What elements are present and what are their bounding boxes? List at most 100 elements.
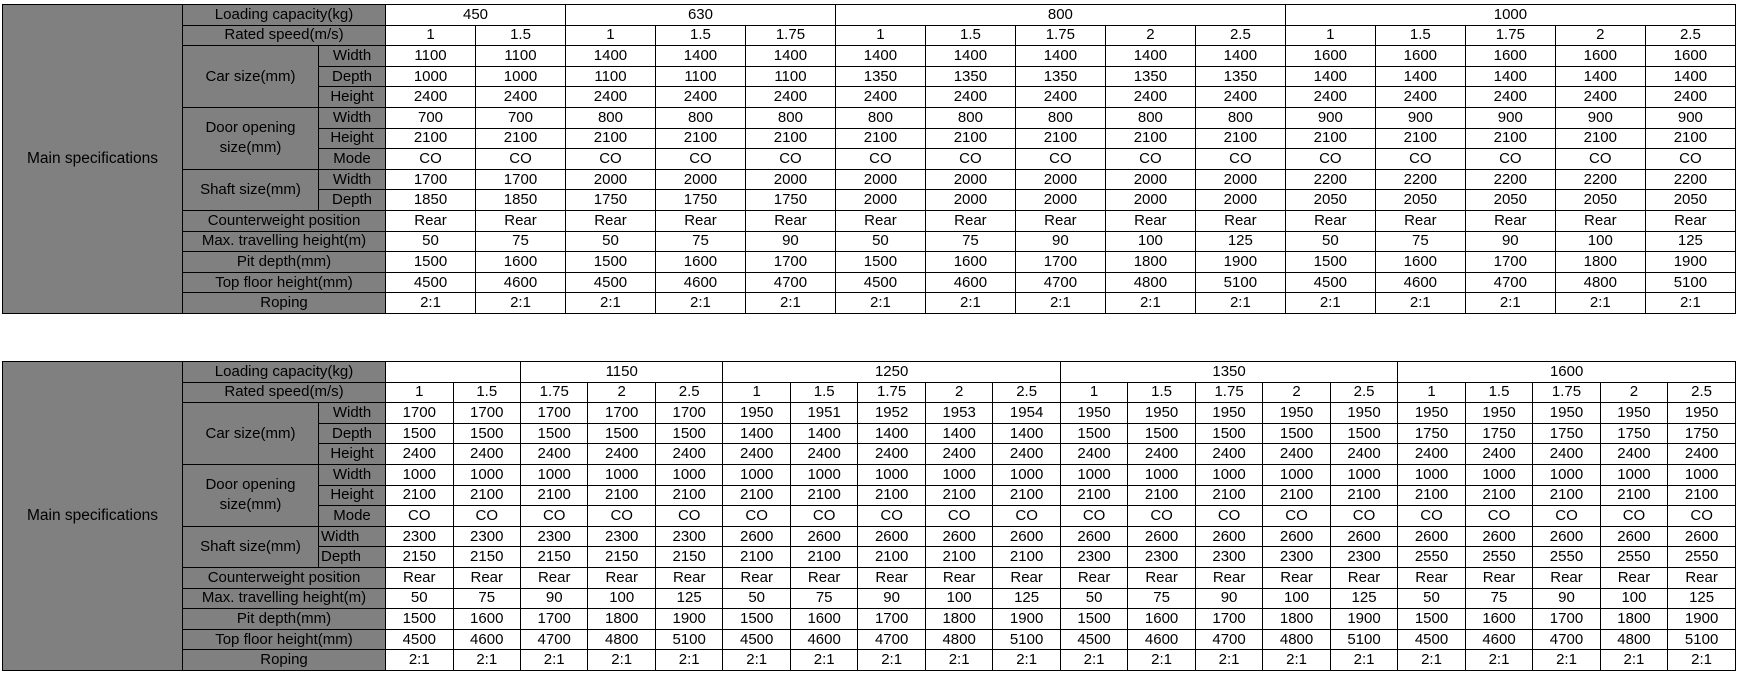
top-floor-cell: 4500 [834,271,926,294]
row-car-width: Car size(mm) Width 1700 1700 1700 1700 1700 195… [3,402,1736,465]
door-mode-cell: CO [722,505,791,527]
counterweight-label: Counterweight position [181,209,387,232]
door-height-cell: 2100 [1397,484,1466,507]
car-width-cell: 1600 [1644,45,1737,67]
door-height-cell: 2100 [475,127,566,150]
top-floor-cell: 5100 [1194,271,1286,294]
pit-cell: 1600 [1464,608,1534,630]
travel-cell: 125 [654,587,724,610]
car-depth-cell: 1500 [654,422,724,445]
car-height-cell: 2400 [475,86,566,108]
car-depth-cell: 1750 [1464,422,1534,445]
roping-cell: 2:1 [1329,649,1399,671]
roping-cell: 2:1 [744,292,836,314]
door-label: Door opening size(mm) [182,106,319,170]
roping-cell: 2:1 [654,292,746,314]
top-floor-cell: 4600 [452,628,521,651]
car-height-cell: 2400 [1667,443,1736,465]
top-floor-label: Top floor height(mm) [181,628,387,651]
counterweight-cell: Rear [1262,566,1331,589]
car-depth-cell: 1750 [1667,422,1736,445]
door-height-cell: 2100 [1284,127,1376,150]
top-floor-cell: 4600 [475,271,566,294]
car-depth-cell: 1500 [1127,422,1196,445]
roping-cell: 2:1 [1104,292,1196,314]
car-depth-cell: 1400 [924,422,994,445]
travel-cell: 100 [1104,230,1196,253]
top-floor-cell: 5100 [992,628,1061,651]
door-height-cell: 2100 [834,127,926,150]
shaft-width-cell: 2200 [1464,168,1556,191]
row-counterweight: Counterweight position Rear Rear Rear Rear Re… [3,209,1737,232]
car-depth-cell: 1500 [1059,422,1129,445]
roping-cell: 2:1 [924,649,994,671]
door-mode-cell: CO [1644,148,1737,170]
row-top-floor: Top floor height(mm) 4500 4600 4700 4800 5100… [3,628,1736,651]
door-mode-cell: CO [1059,505,1129,527]
counterweight-cell: Rear [1329,566,1399,589]
counterweight-label: Counterweight position [181,566,387,589]
row-shaft-width: Shaft size(mm) Width 1700 1700 2000 2000 2000 2… [3,168,1737,211]
car-height-cell: 2400 [654,86,746,108]
speed-cell: 1.75 [1532,381,1601,404]
pit-cell: 1700 [1464,251,1556,273]
speed-cell: 1.5 [1464,381,1534,404]
car-width-cell: 1700 [452,402,521,424]
pit-cell: 1800 [1104,251,1196,273]
row-car-height: Height 2400 2400 2400 2400 2400 2400 2400 2400 24… [3,443,1736,465]
capacity-group-header: 1250 [722,361,1061,383]
shaft-depth-cell: 2050 [1284,189,1376,211]
pit-cell: 1500 [1284,251,1376,273]
travel-cell: 50 [564,230,656,253]
pit-cell: 1500 [1059,608,1129,630]
depth-sublabel: Depth [317,65,387,88]
top-floor-cell: 4500 [1059,628,1129,651]
travel-cell: 75 [1374,230,1466,253]
door-width-cell: 1000 [789,463,859,486]
top-floor-cell: 4800 [1599,628,1669,651]
door-width-cell: 800 [834,106,926,129]
pit-label: Pit depth(mm) [181,608,387,630]
speed-cell: 1 [722,381,791,404]
roping-cell: 2:1 [654,649,724,671]
travel-cell: 75 [1464,587,1534,610]
car-label: Car size(mm) [182,402,319,465]
car-depth-cell: 1400 [1644,65,1737,88]
speed-cell: 2.5 [1329,381,1399,404]
top-floor-cell: 4700 [519,628,589,651]
top-floor-cell: 4500 [1284,271,1376,294]
shaft-width-cell: 2600 [992,525,1061,548]
top-floor-cell: 5100 [1644,271,1737,294]
travel-cell: 90 [1014,230,1106,253]
pit-cell: 1700 [857,608,926,630]
counterweight-cell: Rear [1014,209,1106,232]
roping-label: Roping [181,649,387,671]
pit-cell: 1600 [654,251,746,273]
car-depth-cell: 1500 [519,422,589,445]
door-width-cell: 1000 [1667,463,1736,486]
pit-cell: 1700 [1532,608,1601,630]
row-travel: Max. travelling height(m) 50 75 50 75 90 50 75 9… [3,230,1737,253]
door-height-cell: 2100 [857,484,926,507]
door-width-cell: 900 [1464,106,1556,129]
car-width-cell: 1951 [789,402,859,424]
mode-sublabel: Mode [317,505,387,527]
speed-cell: 1 [564,24,656,47]
shaft-width-cell: 1700 [475,168,566,191]
speed-cell: 1.5 [924,24,1016,47]
car-height-cell: 2400 [519,443,589,465]
roping-cell: 2:1 [519,649,589,671]
door-mode-cell: CO [564,148,656,170]
door-width-cell: 1000 [1397,463,1466,486]
speed-cell: 2.5 [1667,381,1736,404]
roping-cell: 2:1 [587,649,656,671]
capacity-group-header: 450 [385,4,566,26]
row-car-depth: Depth 1000 1000 1100 1100 1100 1350 1350 1350 135… [3,65,1737,88]
counterweight-cell: Rear [587,566,656,589]
car-depth-cell: 1500 [1194,422,1264,445]
top-floor-cell: 4500 [385,271,476,294]
shaft-width-cell: 2600 [1532,525,1601,548]
door-mode-cell: CO [924,505,994,527]
door-width-cell: 1000 [992,463,1061,486]
door-mode-cell: CO [1532,505,1601,527]
